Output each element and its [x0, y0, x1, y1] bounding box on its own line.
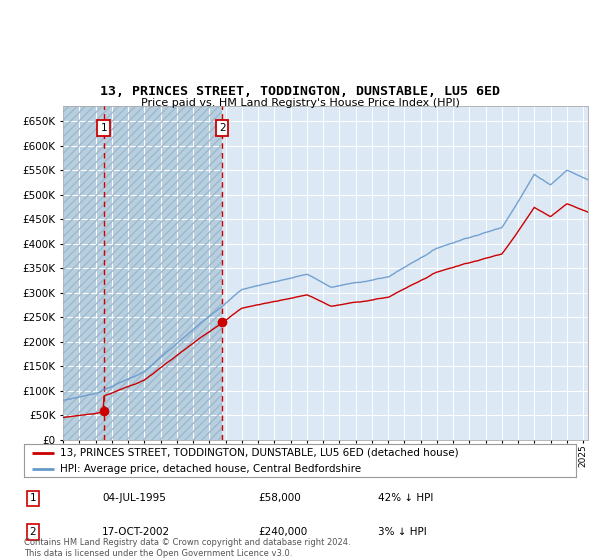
- Bar: [63, 106, 104, 440]
- Bar: [104, 106, 222, 440]
- Text: Price paid vs. HM Land Registry's House Price Index (HPI): Price paid vs. HM Land Registry's House …: [140, 98, 460, 108]
- Text: 42% ↓ HPI: 42% ↓ HPI: [378, 493, 433, 503]
- Bar: [63, 106, 104, 440]
- Text: Contains HM Land Registry data © Crown copyright and database right 2024.
This d: Contains HM Land Registry data © Crown c…: [24, 538, 350, 558]
- Text: 17-OCT-2002: 17-OCT-2002: [102, 527, 170, 537]
- Text: 13, PRINCES STREET, TODDINGTON, DUNSTABLE, LU5 6ED: 13, PRINCES STREET, TODDINGTON, DUNSTABL…: [100, 85, 500, 98]
- Text: £58,000: £58,000: [258, 493, 301, 503]
- Text: 1: 1: [29, 493, 37, 503]
- Text: HPI: Average price, detached house, Central Bedfordshire: HPI: Average price, detached house, Cent…: [60, 464, 361, 474]
- Text: 2: 2: [29, 527, 37, 537]
- Bar: [104, 106, 222, 440]
- Text: 04-JUL-1995: 04-JUL-1995: [102, 493, 166, 503]
- Text: 13, PRINCES STREET, TODDINGTON, DUNSTABLE, LU5 6ED (detached house): 13, PRINCES STREET, TODDINGTON, DUNSTABL…: [60, 447, 458, 458]
- Text: 2: 2: [219, 123, 226, 133]
- Text: 1: 1: [100, 123, 107, 133]
- Text: 3% ↓ HPI: 3% ↓ HPI: [378, 527, 427, 537]
- Text: £240,000: £240,000: [258, 527, 307, 537]
